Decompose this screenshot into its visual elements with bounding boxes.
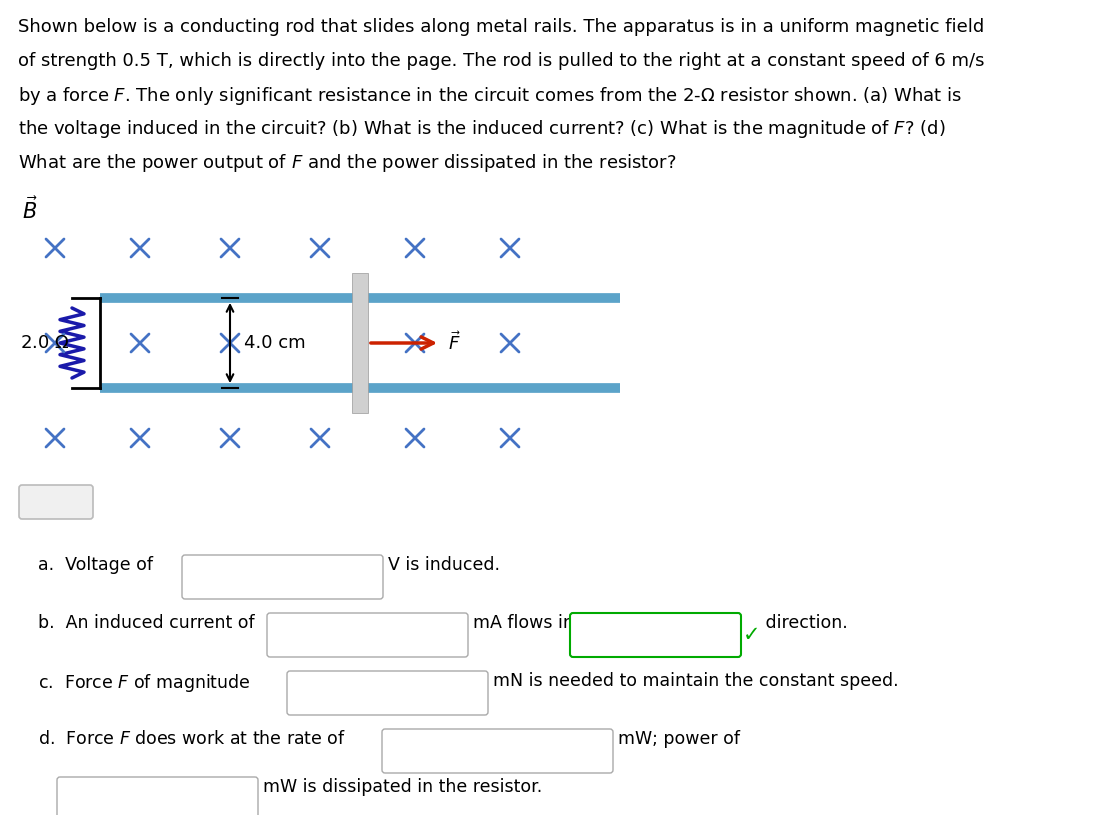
Text: d.  Force $F$ does work at the rate of: d. Force $F$ does work at the rate of <box>38 730 346 748</box>
Text: c.  Force $F$ of magnitude: c. Force $F$ of magnitude <box>38 672 251 694</box>
Text: V is induced.: V is induced. <box>388 556 500 574</box>
Text: 2.0 $\Omega$: 2.0 $\Omega$ <box>20 334 69 352</box>
Text: the voltage induced in the circuit? (b) What is the induced current? (c) What is: the voltage induced in the circuit? (b) … <box>18 118 946 140</box>
FancyBboxPatch shape <box>19 485 93 519</box>
Text: mW is dissipated in the resistor.: mW is dissipated in the resistor. <box>263 778 543 796</box>
Bar <box>352 273 368 413</box>
Text: counterclockwise ∨: counterclockwise ∨ <box>581 628 730 642</box>
Text: Shown below is a conducting rod that slides along metal rails. The apparatus is : Shown below is a conducting rod that sli… <box>18 18 985 36</box>
Text: 4.0 cm: 4.0 cm <box>244 334 305 352</box>
Text: $\vec{B}$: $\vec{B}$ <box>22 196 38 222</box>
Text: b.  An induced current of: b. An induced current of <box>38 614 255 632</box>
Text: mN is needed to maintain the constant speed.: mN is needed to maintain the constant sp… <box>493 672 899 690</box>
Text: ✓: ✓ <box>743 625 761 645</box>
FancyBboxPatch shape <box>182 555 383 599</box>
Text: direction.: direction. <box>760 614 848 632</box>
Text: What are the power output of $F$ and the power dissipated in the resistor?: What are the power output of $F$ and the… <box>18 152 677 174</box>
FancyBboxPatch shape <box>57 777 258 815</box>
Text: $\vec{F}$: $\vec{F}$ <box>448 332 461 355</box>
FancyBboxPatch shape <box>267 613 468 657</box>
Text: by a force $F$. The only significant resistance in the circuit comes from the 2-: by a force $F$. The only significant res… <box>18 85 962 107</box>
Text: a.  Voltage of: a. Voltage of <box>38 556 153 574</box>
Text: mW; power of: mW; power of <box>618 730 740 748</box>
FancyBboxPatch shape <box>382 729 613 773</box>
Text: Hint: Hint <box>39 493 73 511</box>
Text: of strength 0.5 T, which is directly into the page. The rod is pulled to the rig: of strength 0.5 T, which is directly int… <box>18 51 985 69</box>
FancyBboxPatch shape <box>286 671 488 715</box>
Text: mA flows in: mA flows in <box>473 614 580 632</box>
FancyBboxPatch shape <box>570 613 741 657</box>
